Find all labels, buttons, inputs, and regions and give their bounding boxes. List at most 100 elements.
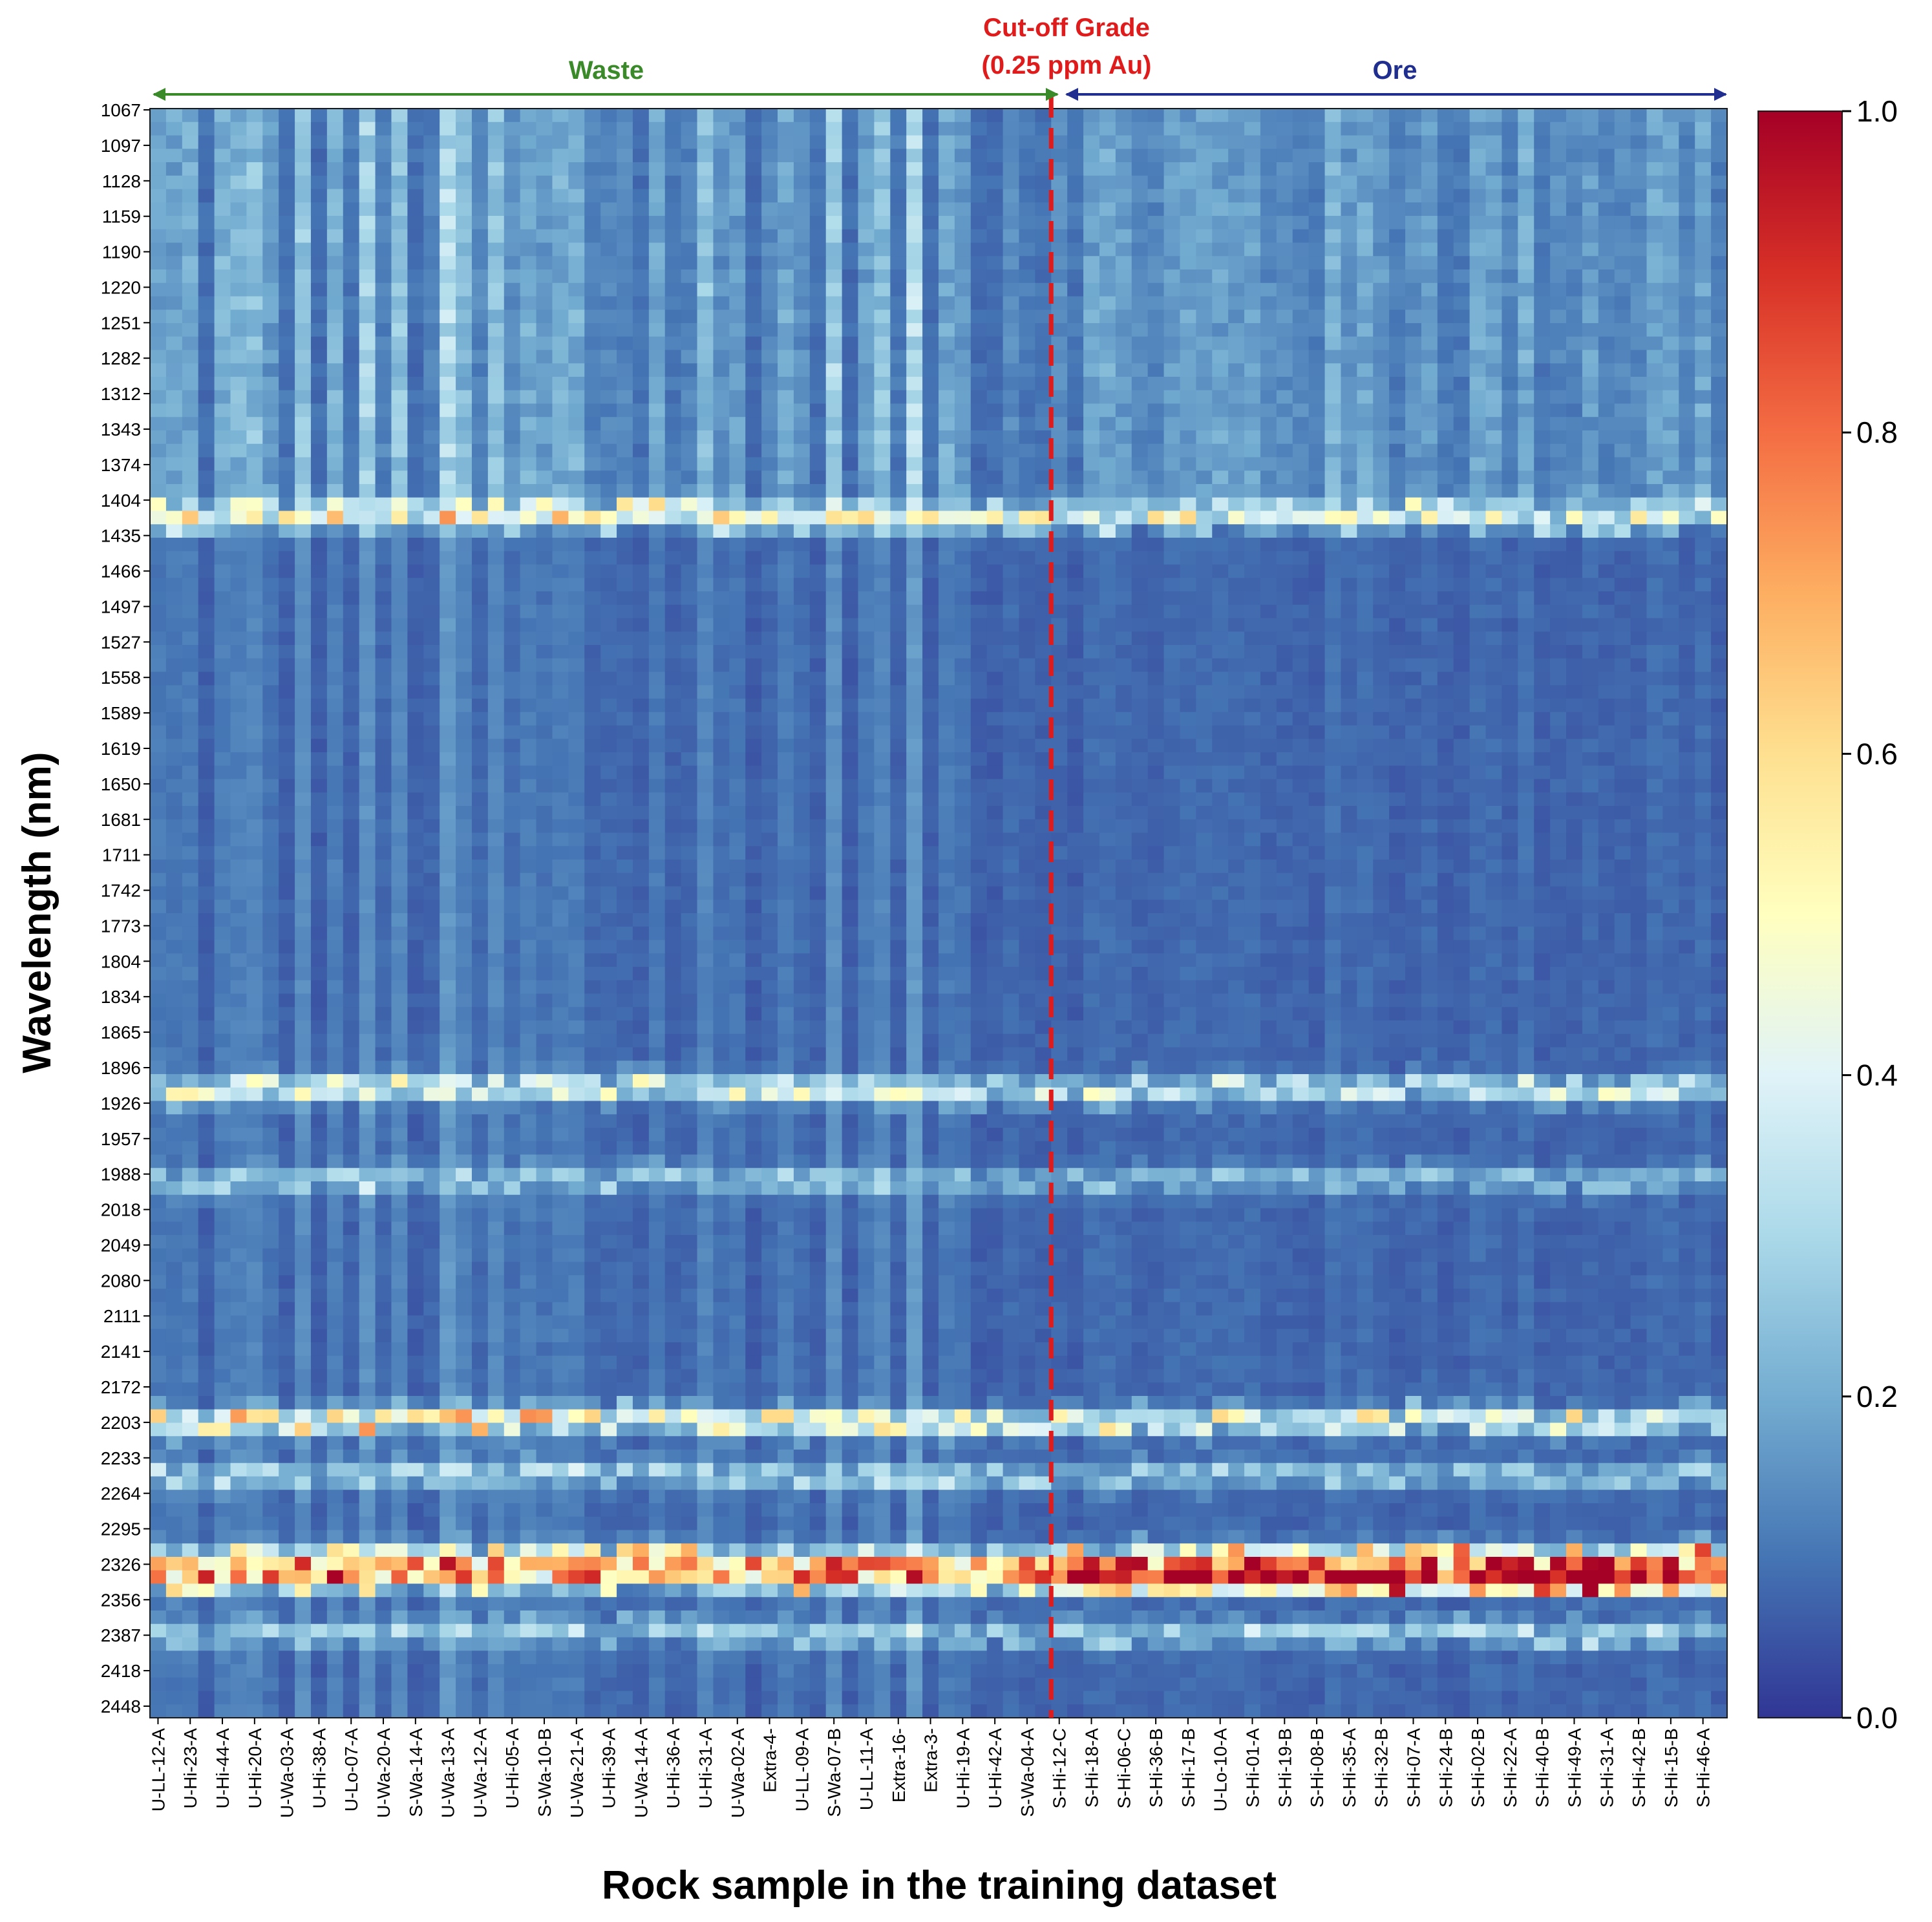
heatmap-cell xyxy=(1115,363,1132,377)
heatmap-cell xyxy=(1566,604,1583,619)
heatmap-cell xyxy=(1083,149,1100,163)
heatmap-cell xyxy=(262,658,279,673)
heatmap-cell xyxy=(262,175,279,190)
heatmap-cell xyxy=(279,658,295,673)
heatmap-cell xyxy=(1019,484,1035,498)
heatmap-cell xyxy=(1485,699,1503,713)
heatmap-cell xyxy=(713,109,730,123)
heatmap-cell xyxy=(1485,551,1503,565)
heatmap-cell xyxy=(279,551,295,565)
heatmap-cell xyxy=(1566,443,1583,458)
heatmap-cell xyxy=(423,377,440,391)
heatmap-cell xyxy=(375,604,392,619)
heatmap-cell xyxy=(1373,564,1390,578)
heatmap-cell xyxy=(407,671,424,686)
heatmap-cell xyxy=(1679,377,1695,391)
heatmap-cell xyxy=(745,484,762,498)
heatmap-cell xyxy=(1035,256,1052,270)
heatmap-cell xyxy=(1051,591,1068,606)
heatmap-cell xyxy=(1163,403,1181,417)
heatmap-cell xyxy=(1582,149,1599,163)
heatmap-cell xyxy=(1469,282,1487,297)
heatmap-cell xyxy=(1518,631,1534,646)
heatmap-cell xyxy=(165,175,183,190)
heatmap-cell xyxy=(552,216,569,230)
heatmap-cell xyxy=(246,604,263,619)
heatmap-cell xyxy=(1180,229,1196,244)
heatmap-cell xyxy=(745,269,762,284)
heatmap-cell xyxy=(890,403,907,417)
heatmap-cell xyxy=(343,752,360,766)
heatmap-cell xyxy=(1244,310,1261,324)
heatmap-cell xyxy=(1646,202,1664,216)
heatmap-cell xyxy=(1437,269,1454,284)
heatmap-cell xyxy=(954,430,971,445)
heatmap-cell xyxy=(1019,417,1035,431)
heatmap-cell xyxy=(1373,269,1390,284)
heatmap-cell xyxy=(922,109,939,123)
heatmap-cell xyxy=(1695,256,1712,270)
heatmap-cell xyxy=(198,202,215,216)
heatmap-cell xyxy=(1308,242,1326,257)
heatmap-cell xyxy=(246,658,263,673)
heatmap-cell xyxy=(230,591,247,606)
heatmap-cell xyxy=(150,256,167,270)
heatmap-cell xyxy=(150,350,167,364)
heatmap-cell xyxy=(1582,390,1599,405)
heatmap-cell xyxy=(1147,712,1165,726)
heatmap-cell xyxy=(150,739,167,753)
heatmap-cell xyxy=(922,618,939,632)
heatmap-cell xyxy=(1405,578,1422,592)
heatmap-cell xyxy=(1276,685,1293,699)
heatmap-cell xyxy=(214,296,231,310)
heatmap-cell xyxy=(939,765,955,780)
heatmap-cell xyxy=(359,310,376,324)
heatmap-cell xyxy=(1147,497,1165,512)
heatmap-cell xyxy=(874,310,891,324)
heatmap-cell xyxy=(568,256,585,270)
heatmap-cell xyxy=(1003,229,1020,244)
heatmap-cell xyxy=(713,390,730,405)
heatmap-cell xyxy=(778,524,794,538)
heatmap-cell xyxy=(1292,765,1310,780)
heatmap-cell xyxy=(600,175,617,190)
heatmap-cell xyxy=(165,484,183,498)
heatmap-cell xyxy=(536,135,553,149)
heatmap-cell xyxy=(906,497,923,512)
heatmap-cell xyxy=(343,618,360,632)
heatmap-cell xyxy=(1421,511,1438,525)
heatmap-cell xyxy=(1099,323,1116,337)
heatmap-cell xyxy=(1035,645,1052,659)
heatmap-cell xyxy=(1147,578,1165,592)
heatmap-cell xyxy=(279,417,295,431)
heatmap-cell xyxy=(471,457,489,471)
heatmap-cell xyxy=(1196,109,1213,123)
heatmap-cell xyxy=(1244,350,1261,364)
heatmap-cell xyxy=(648,216,666,230)
heatmap-cell xyxy=(970,604,988,619)
heatmap-cell xyxy=(279,511,295,525)
heatmap-cell xyxy=(1067,282,1084,297)
heatmap-cell xyxy=(1228,618,1245,632)
heatmap-cell xyxy=(568,645,585,659)
heatmap-cell xyxy=(1357,645,1374,659)
heatmap-cell xyxy=(648,712,666,726)
heatmap-cell xyxy=(617,524,633,538)
heatmap-cell xyxy=(632,578,650,592)
heatmap-cell xyxy=(1260,336,1277,351)
heatmap-cell xyxy=(279,350,295,364)
heatmap-cell xyxy=(584,551,601,565)
heatmap-cell xyxy=(1212,390,1229,405)
heatmap-cell xyxy=(552,484,569,498)
heatmap-cell xyxy=(1453,511,1470,525)
heatmap-cell xyxy=(906,631,923,646)
heatmap-cell xyxy=(842,229,859,244)
heatmap-cell xyxy=(1051,645,1068,659)
heatmap-cell xyxy=(1566,256,1583,270)
heatmap-cell xyxy=(230,443,247,458)
heatmap-cell xyxy=(1389,269,1406,284)
heatmap-cell xyxy=(1212,135,1229,149)
heatmap-cell xyxy=(632,484,650,498)
heatmap-cell xyxy=(326,604,344,619)
heatmap-cell xyxy=(1196,618,1213,632)
